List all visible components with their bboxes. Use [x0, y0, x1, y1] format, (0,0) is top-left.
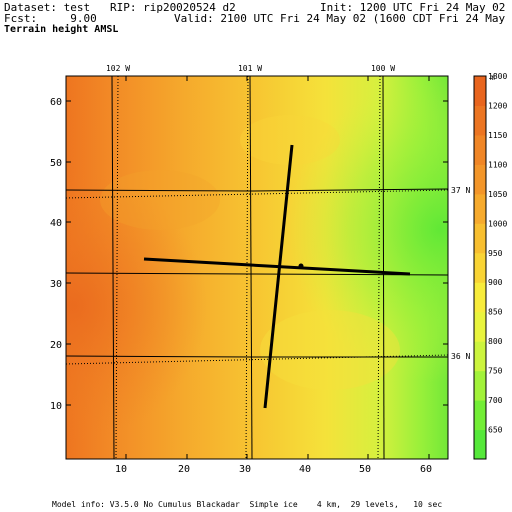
- colorbar-label: 650: [488, 426, 503, 435]
- colorbar-swatch: [474, 76, 486, 106]
- colorbar: 650 700 750 800 850 900 950 1000 1050 1100 1150 120…: [473, 72, 507, 460]
- colorbar-unit: m: [490, 73, 495, 82]
- forecast-hour-label: Fcst: 9.00: [4, 12, 97, 25]
- lon-label: 100 W: [371, 64, 395, 73]
- colorbar-swatch: [474, 105, 486, 136]
- colorbar-label: 900: [488, 278, 503, 287]
- colorbar-swatch: [474, 400, 486, 431]
- colorbar-swatch: [474, 282, 486, 313]
- colorbar-swatch: [474, 134, 486, 165]
- lat-label: 36 N: [451, 352, 470, 361]
- colorbar-label: 1800: [488, 72, 507, 81]
- x-tick-label: 40: [299, 464, 311, 475]
- colorbar-label: 1050: [488, 190, 507, 199]
- colorbar-swatch: [474, 311, 486, 342]
- cross-section-lines: [143, 144, 411, 409]
- lon-label: 101 W: [238, 64, 262, 73]
- x-tick-label: 50: [359, 464, 371, 475]
- dataset-label: Dataset: test RIP: rip20020524 d2: [4, 1, 236, 14]
- x-axis-labels: 10 20 30 40 50 60: [115, 464, 432, 475]
- colorbar-label: 1200: [488, 102, 507, 111]
- colorbar-swatch: [474, 252, 486, 283]
- colorbar-swatch: [474, 193, 486, 224]
- colorbar-label: 950: [488, 249, 503, 258]
- lon-label: 102 W: [106, 64, 130, 73]
- field-title: Terrain height AMSL: [4, 24, 119, 35]
- y-tick-label: 10: [50, 401, 62, 412]
- colorbar-label: 750: [488, 367, 503, 376]
- init-time-label: Init: 1200 UTC Fri 24 May 02: [320, 1, 506, 14]
- latlon-labels: 102 W 101 W 100 W 37 N 36 N: [106, 64, 470, 361]
- y-tick-label: 40: [50, 218, 62, 229]
- colorbar-label: 850: [488, 308, 503, 317]
- state-boundaries: [65, 75, 449, 460]
- terrain-field: [66, 76, 448, 459]
- y-axis-labels: 10 20 30 40 50 60: [50, 97, 62, 412]
- colorbar-label: 700: [488, 396, 503, 405]
- x-tick-label: 30: [239, 464, 251, 475]
- cross-section-line-ns: [263, 144, 294, 409]
- x-tick-label: 20: [178, 464, 190, 475]
- colorbar-label: 1000: [488, 219, 507, 228]
- colorbar-swatch: [474, 223, 486, 254]
- x-tick-label: 60: [420, 464, 432, 475]
- y-tick-label: 30: [50, 279, 62, 290]
- colorbar-label: 1100: [488, 160, 507, 169]
- colorbar-label: 1150: [488, 131, 507, 140]
- x-tick-label: 10: [115, 464, 127, 475]
- colorbar-frame: [473, 75, 487, 460]
- cross-section-line-ew: [143, 257, 411, 276]
- colorbar-label: 800: [488, 337, 503, 346]
- valid-time-label: Valid: 2100 UTC Fri 24 May 02 (1600 CDT …: [174, 12, 512, 25]
- y-tick-label: 50: [50, 158, 62, 169]
- plot-frame: [65, 75, 449, 460]
- model-info: Model info: V3.5.0 No Cumulus Blackadar …: [52, 500, 443, 509]
- y-tick-label: 60: [50, 97, 62, 108]
- colorbar-swatch: [474, 341, 486, 372]
- y-tick-label: 20: [50, 340, 62, 351]
- colorbar-swatch: [474, 370, 486, 401]
- colorbar-swatch: [474, 164, 486, 195]
- lat-label: 37 N: [451, 186, 470, 195]
- colorbar-swatch: [474, 429, 486, 460]
- latlon-grid: [65, 75, 449, 460]
- cross-section-marker: [298, 263, 304, 269]
- axis-ticks: [66, 76, 448, 459]
